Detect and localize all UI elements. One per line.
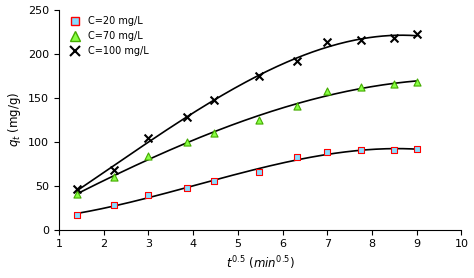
- Point: [145, 153, 152, 158]
- Point: [73, 212, 81, 217]
- Point: [183, 186, 191, 190]
- Point: [357, 148, 365, 153]
- Legend: C=20 mg/L, C=70 mg/L, C=100 mg/L: C=20 mg/L, C=70 mg/L, C=100 mg/L: [64, 14, 151, 58]
- Point: [73, 187, 81, 191]
- Point: [210, 179, 218, 183]
- Point: [145, 193, 152, 197]
- Point: [323, 40, 331, 44]
- Point: [390, 148, 398, 153]
- Point: [390, 36, 398, 40]
- Point: [357, 85, 365, 89]
- Point: [390, 82, 398, 86]
- Point: [73, 192, 81, 197]
- Point: [357, 38, 365, 43]
- Point: [255, 170, 263, 175]
- Point: [413, 80, 420, 84]
- Point: [413, 32, 420, 36]
- Point: [183, 139, 191, 144]
- Point: [293, 104, 301, 109]
- Point: [323, 88, 331, 93]
- Point: [183, 115, 191, 119]
- Point: [255, 117, 263, 122]
- Point: [145, 136, 152, 140]
- X-axis label: $t^{0.5}$ $(min^{0.5})$: $t^{0.5}$ $(min^{0.5})$: [226, 255, 295, 272]
- Point: [110, 203, 118, 207]
- Point: [293, 58, 301, 63]
- Point: [110, 175, 118, 179]
- Point: [110, 168, 118, 172]
- Point: [413, 147, 420, 151]
- Point: [323, 150, 331, 154]
- Point: [210, 98, 218, 102]
- Point: [293, 155, 301, 160]
- Point: [210, 131, 218, 135]
- Y-axis label: $q_t$ (mg/g): $q_t$ (mg/g): [6, 92, 23, 147]
- Point: [255, 73, 263, 78]
